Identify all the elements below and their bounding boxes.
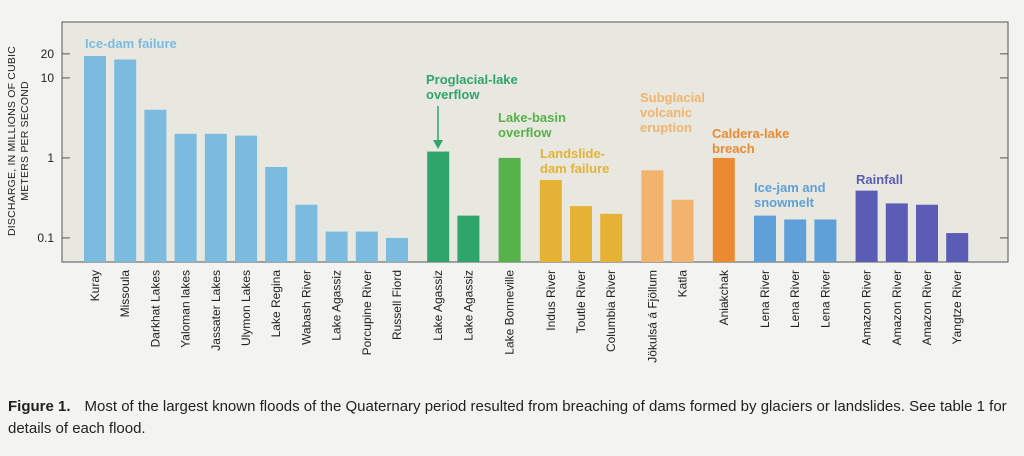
- x-tick-label: Kuray: [88, 270, 102, 301]
- x-tick-label: Amazon River: [920, 270, 934, 345]
- caption: Figure 1. Most of the largest known flood…: [8, 396, 1023, 440]
- y-tick-label: 0.1: [37, 231, 54, 245]
- group-label: Proglacial-lake overflow: [426, 72, 518, 102]
- y-tick-label: 1: [47, 151, 54, 165]
- bar: [174, 133, 197, 262]
- x-tick-label: Jassater Lakes: [209, 270, 223, 351]
- x-tick-label: Wabash River: [299, 270, 313, 345]
- bar: [855, 190, 878, 262]
- x-tick-label: Aniakchak: [717, 269, 731, 325]
- group-label: Rainfall: [856, 172, 903, 187]
- caption-text: Most of the largest known floods of the …: [8, 398, 1007, 437]
- bar: [498, 157, 521, 262]
- x-tick-label: Indus River: [544, 270, 558, 331]
- group-label: Subglacial volcanic eruption: [640, 90, 706, 135]
- x-tick-label: Lake Bonneville: [503, 270, 517, 355]
- x-tick-label: Amazon River: [890, 270, 904, 345]
- caption-label: Figure 1.: [8, 398, 71, 415]
- bar: [84, 55, 106, 263]
- x-tick-label: Jökulsá á Fjöllum: [645, 270, 659, 363]
- y-axis-label: DISCHARGE, IN MILLIONS OF CUBIC METERS P…: [6, 46, 31, 236]
- x-tick-label: Lena River: [758, 270, 772, 328]
- bar: [386, 237, 408, 262]
- x-tick-label: Darkhat Lakes: [148, 270, 162, 347]
- bar: [355, 231, 378, 262]
- bar: [457, 215, 480, 262]
- bar: [600, 213, 623, 262]
- bar: [570, 206, 592, 262]
- x-tick-label: Yangtze River: [950, 270, 964, 344]
- bar: [427, 151, 450, 262]
- bar: [539, 179, 562, 262]
- x-tick-label: Lake Agassiz: [330, 270, 344, 341]
- group-label: Ice-jam and snowmelt: [754, 180, 826, 210]
- bar: [784, 219, 807, 262]
- y-tick-label: 20: [41, 47, 55, 61]
- bar: [814, 219, 837, 262]
- chart: 0.1 1 10 20 Kuray Missoula Darkhat Lakes Yaloma…: [37, 21, 1009, 363]
- bar: [235, 135, 257, 262]
- bar: [295, 204, 318, 262]
- bar: [712, 157, 735, 262]
- x-tick-label: Russell Fiord: [390, 270, 404, 340]
- bar: [265, 166, 288, 262]
- bar: [641, 170, 664, 262]
- x-tick-label: Toutle River: [574, 270, 588, 333]
- bar: [916, 204, 938, 262]
- x-tick-label: Lena River: [818, 270, 832, 328]
- x-tick-label: Lake Regina: [269, 270, 283, 338]
- x-tick-label: Missoula: [118, 270, 132, 318]
- x-tick-label: Lake Agassiz: [431, 270, 445, 341]
- bar: [885, 203, 908, 262]
- x-tick-label: Ulymon Lakes: [239, 270, 253, 346]
- x-tick-label: Amazon River: [860, 270, 874, 345]
- x-tick-label: Lake Agassiz: [461, 270, 475, 341]
- x-tick-label: Lena River: [788, 270, 802, 328]
- group-label: Lake-basin overflow: [498, 110, 566, 140]
- x-tick-label: Katla: [676, 270, 690, 298]
- bar: [946, 233, 969, 262]
- bar: [204, 133, 227, 262]
- arrow-head: [433, 140, 443, 149]
- x-tick-label: Columbia River: [604, 270, 618, 352]
- bar: [114, 59, 137, 262]
- x-tick-label: Porcupine River: [360, 270, 374, 355]
- group-label: Caldera-lake breach: [712, 126, 790, 156]
- bar: [144, 109, 167, 262]
- bar: [754, 215, 776, 262]
- group-label: Ice-dam failure: [85, 36, 177, 51]
- bar: [671, 199, 694, 262]
- bar: [325, 231, 348, 262]
- group-label: Landslide-dam failure: [540, 146, 610, 176]
- x-tick-label: Yaloman lakes: [179, 270, 193, 348]
- y-tick-label: 10: [41, 71, 55, 85]
